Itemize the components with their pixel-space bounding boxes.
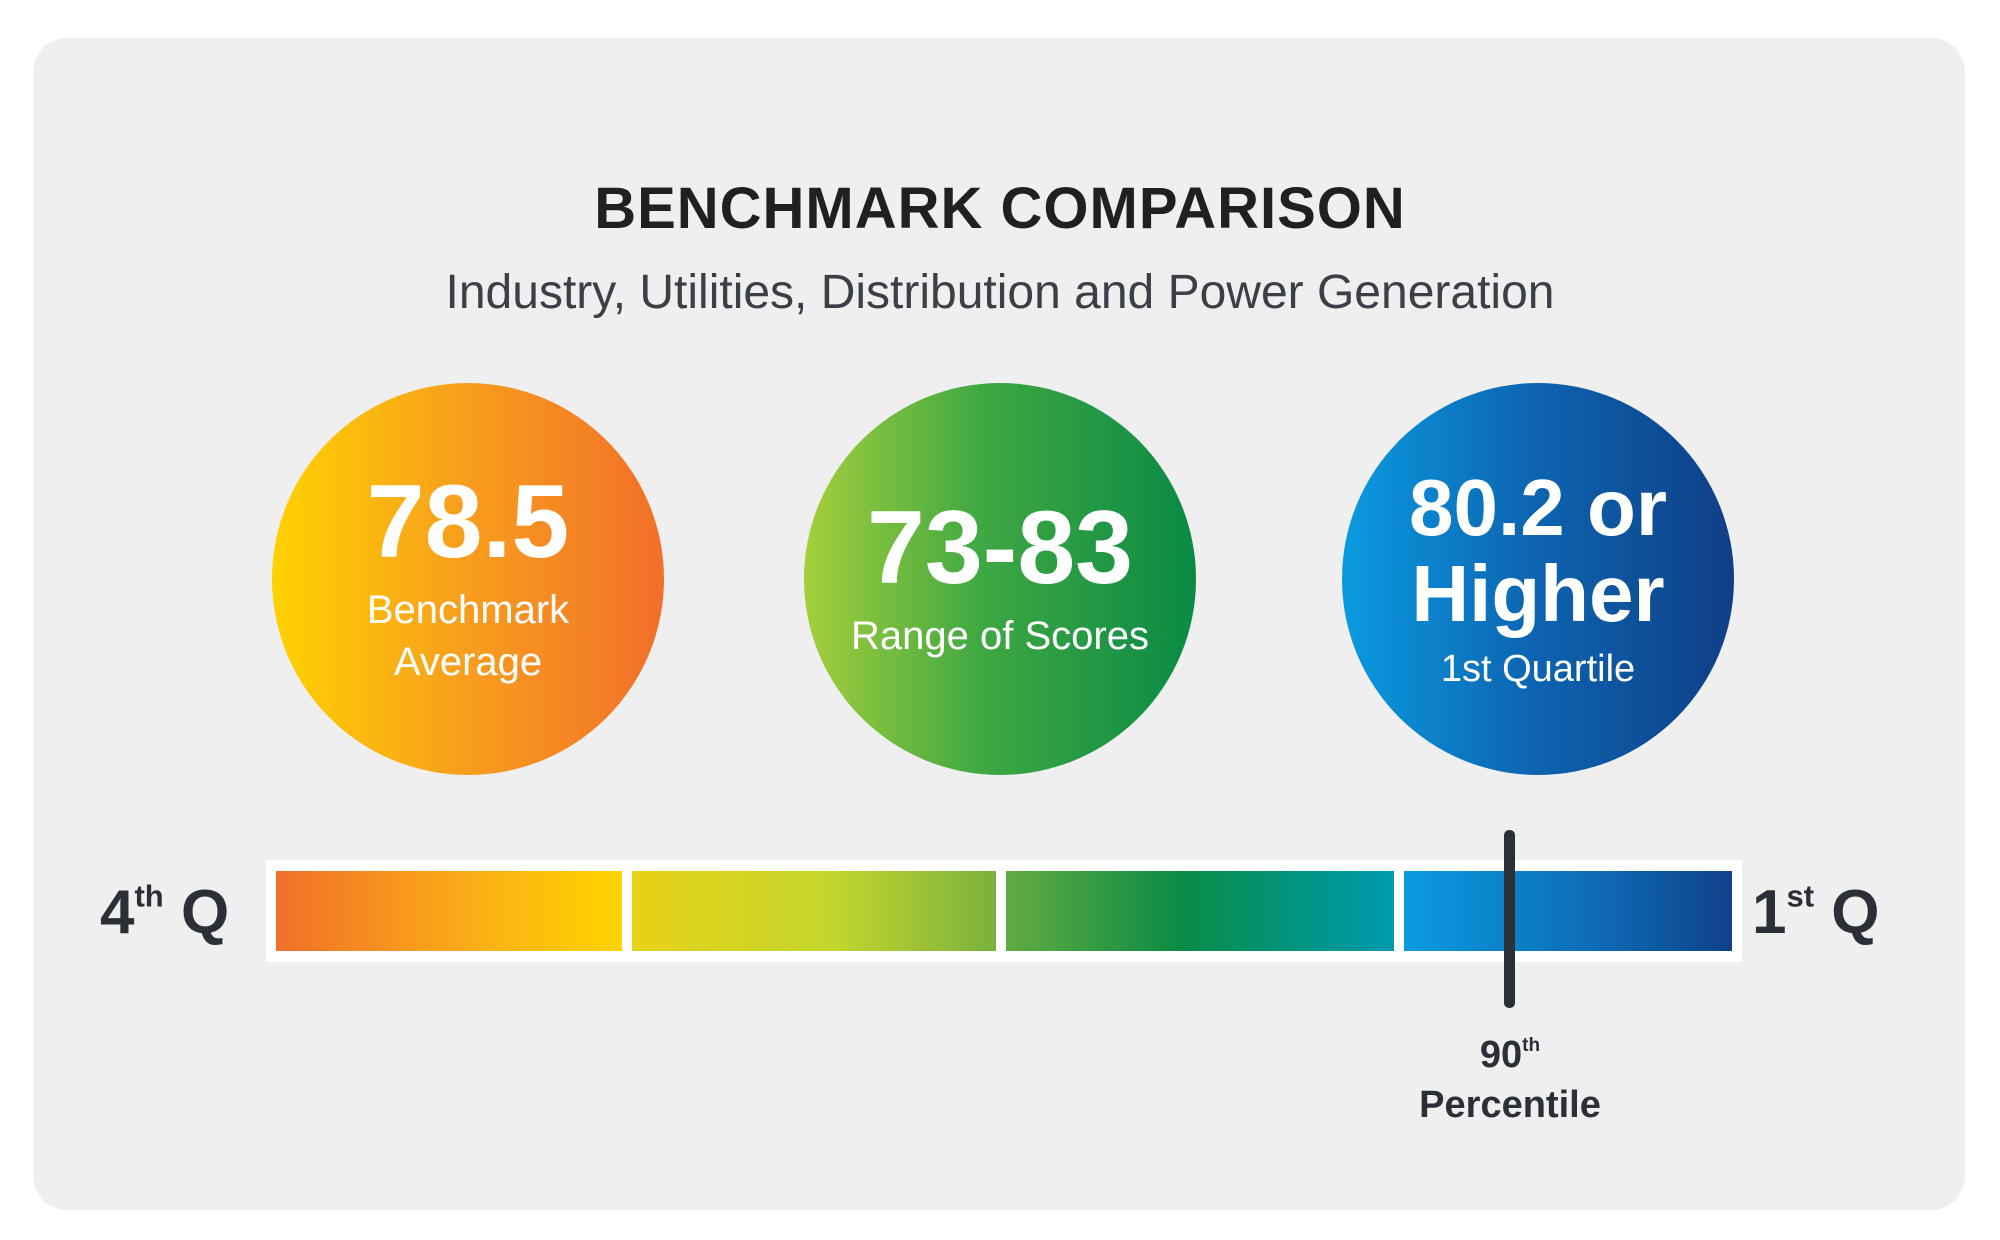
first-quartile-suffix: Q <box>1814 878 1880 947</box>
scale-segment-1st-quartile <box>1404 871 1732 951</box>
first-quartile-scale-label: 1st Q <box>1752 878 1880 948</box>
percentile-label: 90th Percentile <box>1380 1030 1640 1130</box>
scale-segment-3rd-quartile <box>632 871 996 951</box>
first-quartile-value-line1: 80.2 or <box>1409 463 1667 552</box>
range-of-scores-circle: 73-83 Range of Scores <box>804 383 1196 775</box>
fourth-quartile-sup: th <box>134 878 164 914</box>
first-quartile-sup: st <box>1786 878 1815 914</box>
benchmark-average-label-line1: Benchmark <box>366 588 570 632</box>
percentile-sup: th <box>1522 1034 1541 1056</box>
scale-segment-2nd-quartile <box>1006 871 1394 951</box>
percentile-num: 90 <box>1479 1034 1523 1076</box>
first-quartile-label: 1st Quartile <box>1440 648 1636 690</box>
page-title: BENCHMARK COMPARISON <box>594 176 1406 241</box>
benchmark-average-label: Benchmark Average <box>367 584 569 688</box>
fourth-quartile-num: 4 <box>100 878 135 947</box>
quartile-scale-bar <box>266 860 1742 962</box>
first-quartile-value-line2: Higher <box>1411 549 1665 638</box>
percentile-marker <box>1504 830 1515 1008</box>
percentile-label-line1: 90th <box>1380 1030 1640 1080</box>
percentile-word: Percentile <box>1419 1084 1601 1126</box>
fourth-quartile-label: 4th Q <box>100 878 229 948</box>
first-quartile-num: 1 <box>1752 878 1787 947</box>
fourth-quartile-suffix: Q <box>163 878 230 947</box>
benchmark-average-value: 78.5 <box>366 464 570 580</box>
benchmark-average-circle: 78.5 Benchmark Average <box>272 383 664 775</box>
scale-segment-4th-quartile <box>276 871 622 951</box>
benchmark-average-label-line2: Average <box>393 640 543 684</box>
page-subtitle: Industry, Utilities, Distribution and Po… <box>445 266 1555 319</box>
range-of-scores-label: Range of Scores <box>851 614 1149 658</box>
range-of-scores-value: 73-83 <box>867 490 1133 606</box>
first-quartile-circle: 80.2 or Higher 1st Quartile <box>1342 383 1734 775</box>
